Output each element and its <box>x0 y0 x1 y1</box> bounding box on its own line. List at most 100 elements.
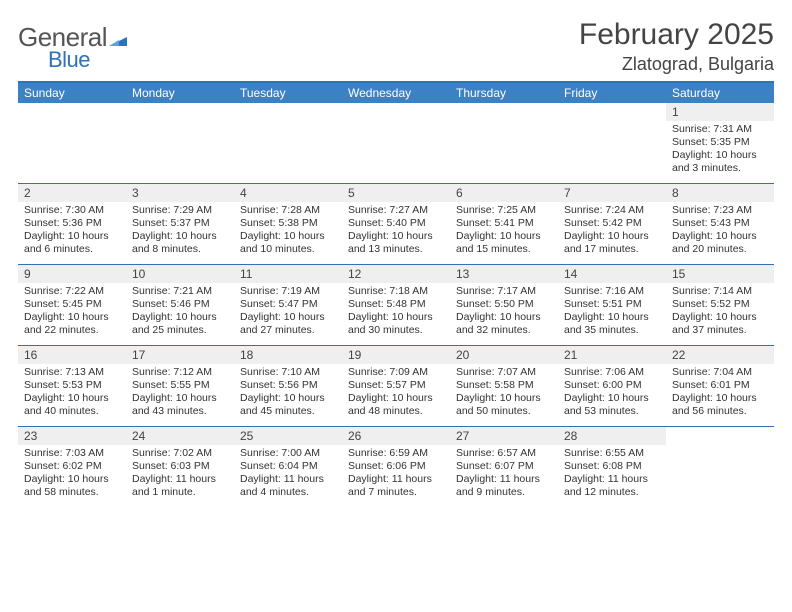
daylight-text: Daylight: 10 hours and 15 minutes. <box>456 230 552 256</box>
sunset-text: Sunset: 6:02 PM <box>24 460 120 473</box>
day-cell: 7Sunrise: 7:24 AMSunset: 5:42 PMDaylight… <box>558 184 666 264</box>
day-number: 26 <box>342 427 450 445</box>
day-cell: 24Sunrise: 7:02 AMSunset: 6:03 PMDayligh… <box>126 427 234 507</box>
dow-sunday: Sunday <box>18 83 126 103</box>
day-cell: 4Sunrise: 7:28 AMSunset: 5:38 PMDaylight… <box>234 184 342 264</box>
daylight-text: Daylight: 10 hours and 50 minutes. <box>456 392 552 418</box>
daylight-text: Daylight: 11 hours and 7 minutes. <box>348 473 444 499</box>
sunrise-text: Sunrise: 6:59 AM <box>348 447 444 460</box>
daylight-text: Daylight: 10 hours and 13 minutes. <box>348 230 444 256</box>
daylight-text: Daylight: 10 hours and 25 minutes. <box>132 311 228 337</box>
day-number: 25 <box>234 427 342 445</box>
sunset-text: Sunset: 5:47 PM <box>240 298 336 311</box>
logo: General Blue <box>18 18 127 73</box>
sunrise-text: Sunrise: 7:29 AM <box>132 204 228 217</box>
daylight-text: Daylight: 10 hours and 30 minutes. <box>348 311 444 337</box>
day-cell: 18Sunrise: 7:10 AMSunset: 5:56 PMDayligh… <box>234 346 342 426</box>
day-number: 10 <box>126 265 234 283</box>
day-number: 19 <box>342 346 450 364</box>
day-cell: 15Sunrise: 7:14 AMSunset: 5:52 PMDayligh… <box>666 265 774 345</box>
daylight-text: Daylight: 10 hours and 40 minutes. <box>24 392 120 418</box>
sunrise-text: Sunrise: 7:13 AM <box>24 366 120 379</box>
flag-icon <box>109 33 127 43</box>
day-cell: 5Sunrise: 7:27 AMSunset: 5:40 PMDaylight… <box>342 184 450 264</box>
day-cell: 3Sunrise: 7:29 AMSunset: 5:37 PMDaylight… <box>126 184 234 264</box>
day-cell: 26 Sunrise: 6:59 AMSunset: 6:06 PMDayligh… <box>342 427 450 507</box>
sunset-text: Sunset: 5:57 PM <box>348 379 444 392</box>
day-number: 7 <box>558 184 666 202</box>
dow-tuesday: Tuesday <box>234 83 342 103</box>
daylight-text: Daylight: 10 hours and 58 minutes. <box>24 473 120 499</box>
dow-friday: Friday <box>558 83 666 103</box>
day-number: 15 <box>666 265 774 283</box>
title-block: February 2025 Zlatograd, Bulgaria <box>579 18 774 75</box>
day-cell: 8Sunrise: 7:23 AMSunset: 5:43 PMDaylight… <box>666 184 774 264</box>
sunset-text: Sunset: 5:40 PM <box>348 217 444 230</box>
day-cell <box>234 103 342 183</box>
day-cell: 20Sunrise: 7:07 AMSunset: 5:58 PMDayligh… <box>450 346 558 426</box>
sunrise-text: Sunrise: 7:28 AM <box>240 204 336 217</box>
sunrise-text: Sunrise: 7:23 AM <box>672 204 768 217</box>
day-number: 17 <box>126 346 234 364</box>
daylight-text: Daylight: 11 hours and 4 minutes. <box>240 473 336 499</box>
daylight-text: Daylight: 11 hours and 1 minute. <box>132 473 228 499</box>
sunset-text: Sunset: 5:38 PM <box>240 217 336 230</box>
day-number: 9 <box>18 265 126 283</box>
day-number: 22 <box>666 346 774 364</box>
logo-text-blue: Blue <box>48 47 127 73</box>
daylight-text: Daylight: 10 hours and 32 minutes. <box>456 311 552 337</box>
daylight-text: Daylight: 11 hours and 12 minutes. <box>564 473 660 499</box>
day-cell <box>666 427 774 507</box>
sunset-text: Sunset: 5:56 PM <box>240 379 336 392</box>
daylight-text: Daylight: 10 hours and 22 minutes. <box>24 311 120 337</box>
day-cell: 9Sunrise: 7:22 AMSunset: 5:45 PMDaylight… <box>18 265 126 345</box>
page-title: February 2025 <box>579 18 774 52</box>
day-cell: 22Sunrise: 7:04 AMSunset: 6:01 PMDayligh… <box>666 346 774 426</box>
daylight-text: Daylight: 10 hours and 27 minutes. <box>240 311 336 337</box>
sunrise-text: Sunrise: 7:30 AM <box>24 204 120 217</box>
sunrise-text: Sunrise: 7:10 AM <box>240 366 336 379</box>
sunset-text: Sunset: 5:37 PM <box>132 217 228 230</box>
day-number: 5 <box>342 184 450 202</box>
dow-saturday: Saturday <box>666 83 774 103</box>
sunrise-text: Sunrise: 7:17 AM <box>456 285 552 298</box>
header-row: General Blue February 2025 Zlatograd, Bu… <box>18 18 774 75</box>
day-cell: 16 Sunrise: 7:13 AMSunset: 5:53 PMDayligh… <box>18 346 126 426</box>
daylight-text: Daylight: 10 hours and 35 minutes. <box>564 311 660 337</box>
sunset-text: Sunset: 6:06 PM <box>348 460 444 473</box>
location-label: Zlatograd, Bulgaria <box>579 54 774 75</box>
day-number: 16 <box>18 346 126 364</box>
daylight-text: Daylight: 10 hours and 8 minutes. <box>132 230 228 256</box>
sunset-text: Sunset: 5:42 PM <box>564 217 660 230</box>
day-cell <box>450 103 558 183</box>
day-cell <box>342 103 450 183</box>
sunset-text: Sunset: 5:53 PM <box>24 379 120 392</box>
sunset-text: Sunset: 6:08 PM <box>564 460 660 473</box>
sunset-text: Sunset: 5:41 PM <box>456 217 552 230</box>
weekday-header: Sunday Monday Tuesday Wednesday Thursday… <box>18 83 774 103</box>
day-cell <box>18 103 126 183</box>
day-cell: 21Sunrise: 7:06 AMSunset: 6:00 PMDayligh… <box>558 346 666 426</box>
day-cell: 12 Sunrise: 7:18 AMSunset: 5:48 PMDayligh… <box>342 265 450 345</box>
sunrise-text: Sunrise: 6:57 AM <box>456 447 552 460</box>
day-cell: 2Sunrise: 7:30 AMSunset: 5:36 PMDaylight… <box>18 184 126 264</box>
dow-wednesday: Wednesday <box>342 83 450 103</box>
sunset-text: Sunset: 5:46 PM <box>132 298 228 311</box>
daylight-text: Daylight: 10 hours and 53 minutes. <box>564 392 660 418</box>
day-cell: 25Sunrise: 7:00 AMSunset: 6:04 PMDayligh… <box>234 427 342 507</box>
day-number: 12 <box>342 265 450 283</box>
sunset-text: Sunset: 6:07 PM <box>456 460 552 473</box>
day-cell: 19Sunrise: 7:09 AMSunset: 5:57 PMDayligh… <box>342 346 450 426</box>
sunset-text: Sunset: 5:50 PM <box>456 298 552 311</box>
day-number: 2 <box>18 184 126 202</box>
sunrise-text: Sunrise: 7:09 AM <box>348 366 444 379</box>
sunset-text: Sunset: 5:48 PM <box>348 298 444 311</box>
calendar-body: 1Sunrise: 7:31 AMSunset: 5:35 PMDaylight… <box>18 103 774 507</box>
sunrise-text: Sunrise: 7:18 AM <box>348 285 444 298</box>
week-row: 23Sunrise: 7:03 AMSunset: 6:02 PMDayligh… <box>18 427 774 507</box>
sunrise-text: Sunrise: 7:25 AM <box>456 204 552 217</box>
daylight-text: Daylight: 10 hours and 37 minutes. <box>672 311 768 337</box>
daylight-text: Daylight: 10 hours and 10 minutes. <box>240 230 336 256</box>
week-row: 1Sunrise: 7:31 AMSunset: 5:35 PMDaylight… <box>18 103 774 184</box>
sunset-text: Sunset: 6:03 PM <box>132 460 228 473</box>
